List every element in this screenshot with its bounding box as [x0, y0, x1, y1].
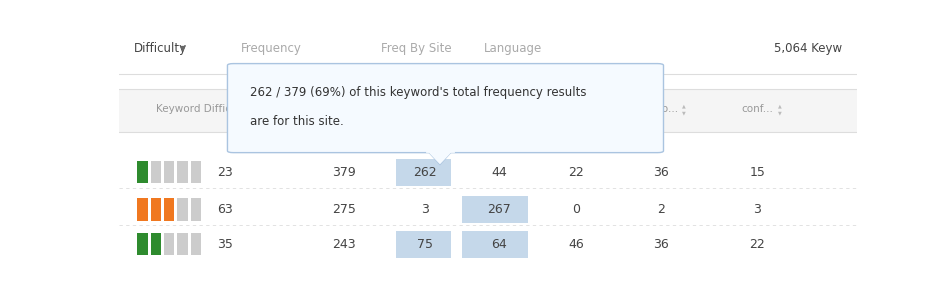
FancyBboxPatch shape — [462, 231, 528, 258]
FancyBboxPatch shape — [396, 159, 451, 186]
Text: ▼: ▼ — [365, 110, 368, 115]
FancyBboxPatch shape — [190, 161, 201, 183]
Text: 3: 3 — [753, 203, 762, 216]
Text: ▲: ▲ — [778, 103, 782, 108]
Text: 2: 2 — [657, 203, 665, 216]
FancyBboxPatch shape — [462, 196, 528, 223]
Text: ▲: ▲ — [446, 103, 449, 108]
Polygon shape — [426, 151, 453, 166]
FancyBboxPatch shape — [119, 89, 857, 132]
Text: Keyword Difficulty: Keyword Difficulty — [156, 104, 251, 114]
FancyBboxPatch shape — [137, 233, 148, 256]
Text: ▼: ▼ — [520, 110, 524, 115]
Text: 15: 15 — [749, 166, 765, 179]
Text: Freq By Site: Freq By Site — [381, 42, 451, 55]
Text: com...: com... — [483, 104, 515, 114]
FancyBboxPatch shape — [164, 198, 174, 220]
FancyBboxPatch shape — [150, 198, 161, 220]
FancyBboxPatch shape — [137, 161, 148, 183]
Text: 3: 3 — [421, 203, 429, 216]
FancyBboxPatch shape — [396, 231, 451, 258]
Text: uswit...: uswit... — [558, 104, 595, 114]
FancyBboxPatch shape — [150, 233, 161, 256]
Text: Language: Language — [485, 42, 543, 55]
Text: Difficulty: Difficulty — [133, 42, 187, 55]
Text: 36: 36 — [653, 238, 669, 251]
FancyBboxPatch shape — [190, 198, 201, 220]
Text: ▲: ▲ — [365, 103, 368, 108]
FancyBboxPatch shape — [190, 233, 201, 256]
FancyBboxPatch shape — [164, 233, 174, 256]
Polygon shape — [428, 152, 452, 164]
Text: 262 / 379 (69%) of this keyword's total frequency results: 262 / 379 (69%) of this keyword's total … — [249, 86, 586, 99]
Text: 44: 44 — [491, 166, 506, 179]
Text: 23: 23 — [218, 166, 233, 179]
Text: 75: 75 — [417, 238, 433, 251]
Text: 0: 0 — [572, 203, 581, 216]
Text: 267: 267 — [487, 203, 511, 216]
Text: mo...: mo... — [412, 104, 439, 114]
Text: ▲: ▲ — [682, 103, 685, 108]
Text: 379: 379 — [332, 166, 356, 179]
Text: conf...: conf... — [742, 104, 773, 114]
Text: 46: 46 — [568, 238, 585, 251]
FancyBboxPatch shape — [150, 161, 161, 183]
Text: ▼: ▼ — [682, 110, 685, 115]
FancyBboxPatch shape — [137, 198, 148, 220]
Text: Frequency: Frequency — [241, 42, 302, 55]
Text: ▲: ▲ — [597, 103, 601, 108]
Text: ▼: ▼ — [180, 44, 186, 53]
Text: 63: 63 — [218, 203, 233, 216]
Text: 64: 64 — [491, 238, 506, 251]
FancyBboxPatch shape — [177, 161, 188, 183]
Text: ▼: ▼ — [778, 110, 782, 115]
Text: ▼: ▼ — [597, 110, 601, 115]
Text: Frequency: Frequency — [317, 104, 371, 114]
Text: 36: 36 — [653, 166, 669, 179]
FancyBboxPatch shape — [228, 64, 664, 153]
Text: 243: 243 — [332, 238, 356, 251]
Text: 22: 22 — [568, 166, 585, 179]
Text: 262: 262 — [413, 166, 437, 179]
Text: 35: 35 — [217, 238, 233, 251]
Text: are for this site.: are for this site. — [249, 115, 344, 128]
FancyBboxPatch shape — [177, 198, 188, 220]
Text: ▼: ▼ — [446, 110, 449, 115]
Text: 5,064 Keyw: 5,064 Keyw — [774, 42, 843, 55]
Text: goco...: goco... — [644, 104, 679, 114]
FancyBboxPatch shape — [177, 233, 188, 256]
Text: 22: 22 — [749, 238, 765, 251]
FancyBboxPatch shape — [164, 161, 174, 183]
Text: ▲: ▲ — [520, 103, 524, 108]
Text: 275: 275 — [332, 203, 356, 216]
